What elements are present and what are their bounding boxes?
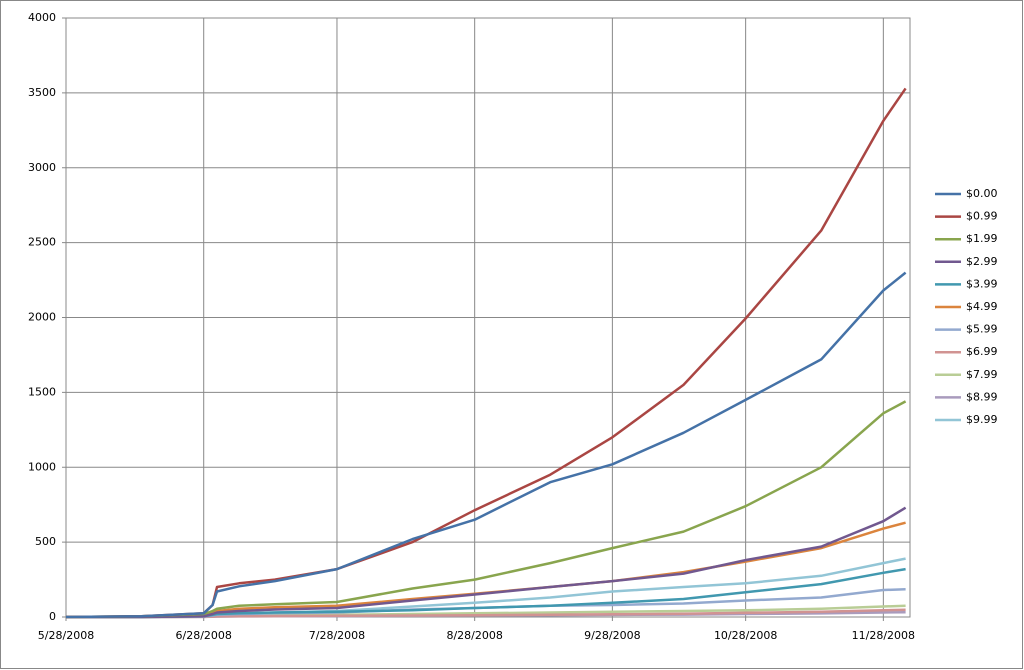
- y-tick-label: 500: [35, 535, 56, 548]
- legend-label: $9.99: [966, 413, 998, 426]
- series-line: [66, 506, 907, 619]
- y-tick-label: 0: [49, 610, 56, 623]
- y-tick-label: 2500: [28, 236, 56, 249]
- x-tick-label: 6/28/2008: [176, 629, 232, 642]
- legend-label: $0.00: [966, 187, 998, 200]
- y-tick-label: 3500: [28, 86, 56, 99]
- x-tick-label: 8/28/2008: [446, 629, 502, 642]
- x-tick-label: 5/28/2008: [38, 629, 94, 642]
- series-line: [65, 271, 907, 619]
- x-tick-label: 7/28/2008: [309, 629, 365, 642]
- legend-label: $0.99: [966, 210, 998, 223]
- legend-label: $8.99: [966, 390, 998, 403]
- legend-label: $1.99: [966, 232, 998, 245]
- x-tick-label: 10/28/2008: [714, 629, 777, 642]
- y-tick-label: 4000: [28, 11, 56, 24]
- y-tick-label: 3000: [28, 161, 56, 174]
- legend-label: $2.99: [966, 255, 998, 268]
- x-tick-label: 11/28/2008: [852, 629, 915, 642]
- y-tick-label: 2000: [28, 311, 56, 324]
- legend-label: $6.99: [966, 345, 998, 358]
- y-tick-label: 1000: [28, 460, 56, 473]
- x-tick-label: 9/28/2008: [584, 629, 640, 642]
- y-tick-label: 1500: [28, 385, 56, 398]
- series-line: [65, 400, 907, 619]
- legend-label: $7.99: [966, 368, 998, 381]
- legend-label: $4.99: [966, 300, 998, 313]
- legend-label: $5.99: [966, 323, 998, 336]
- legend-label: $3.99: [966, 277, 998, 290]
